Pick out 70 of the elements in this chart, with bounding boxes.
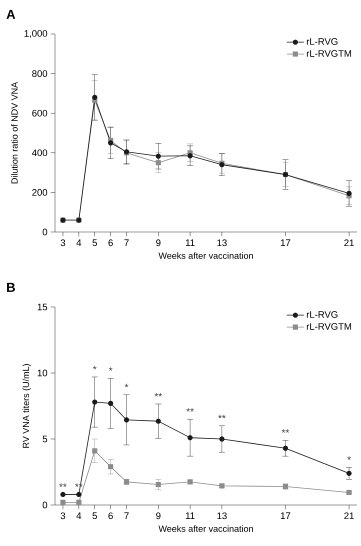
point	[76, 492, 82, 498]
y-axis-title: RV VNA titers (U/mL)	[22, 364, 31, 448]
annotation: *	[124, 384, 128, 388]
x-tick-label: 5	[92, 239, 97, 246]
y-tick-label: 600	[32, 110, 48, 117]
legend-label: rL-RVGTM	[306, 50, 352, 57]
x-tick-label: 6	[108, 512, 113, 520]
annotation: **	[282, 429, 290, 433]
point	[156, 418, 161, 424]
x-tick-label: 17	[280, 239, 290, 246]
x-tick-label: 13	[217, 239, 227, 246]
point	[346, 190, 352, 196]
point	[108, 464, 114, 470]
annotation: **	[154, 392, 162, 396]
chart-title: A	[6, 10, 16, 19]
x-axis-title: Weeks after vaccination	[158, 252, 253, 259]
y-tick-label: 400	[32, 149, 48, 156]
x-tick-label: 11	[186, 239, 195, 246]
point	[156, 154, 161, 159]
x-tick-label: 21	[344, 239, 354, 246]
point	[92, 399, 98, 405]
y-tick-label: 200	[32, 189, 48, 196]
y-tick-label: 10	[38, 370, 48, 376]
annotation: **	[186, 408, 194, 412]
x-tick-label: 4	[76, 512, 82, 519]
annotation: **	[218, 414, 226, 418]
annotation: *	[347, 456, 351, 460]
point	[108, 400, 114, 406]
x-tick-label: 9	[156, 239, 160, 246]
point	[60, 492, 66, 498]
y-tick-label: 15	[38, 304, 48, 310]
y-tick-label: 5	[42, 436, 48, 442]
x-tick-label: 3	[60, 512, 66, 520]
point	[76, 500, 82, 505]
point	[219, 436, 224, 442]
x-axis-title: Weeks after vaccination	[158, 525, 253, 532]
y-tick-label: 0	[42, 502, 48, 508]
x-tick-label: 3	[60, 239, 66, 246]
point	[282, 446, 288, 451]
point	[92, 94, 98, 100]
x-tick-label: 6	[108, 239, 113, 246]
y-tick-label: 1,000	[24, 30, 48, 38]
legend-label: rL-RVG	[306, 38, 338, 45]
legend-label: rL-RVG	[306, 311, 338, 318]
x-tick-label: 9	[156, 512, 160, 520]
x-tick-label: 4	[76, 239, 82, 246]
annotation: **	[59, 483, 67, 487]
point	[60, 500, 66, 505]
point	[124, 417, 130, 422]
y-tick-label: 800	[32, 70, 48, 77]
y-axis-title: Dilution ratio of NDV VNA	[11, 82, 18, 184]
x-tick-label: 7	[124, 239, 129, 246]
x-tick-label: 13	[217, 512, 227, 520]
x-tick-label: 21	[344, 512, 354, 520]
annotation: *	[92, 366, 97, 370]
x-tick-label: 17	[280, 512, 290, 519]
y-tick-label: 0	[42, 228, 48, 236]
x-tick-label: 7	[124, 512, 129, 519]
point	[108, 140, 114, 146]
point	[92, 448, 98, 454]
x-tick-label: 5	[92, 512, 97, 520]
point	[156, 482, 161, 488]
point	[188, 435, 193, 440]
point	[188, 153, 193, 158]
point	[346, 470, 352, 476]
point	[156, 160, 161, 166]
x-tick-label: 11	[186, 512, 195, 519]
chart-title: B	[7, 282, 15, 292]
legend-label: rL-RVGTM	[306, 323, 352, 330]
annotation: *	[108, 367, 112, 371]
